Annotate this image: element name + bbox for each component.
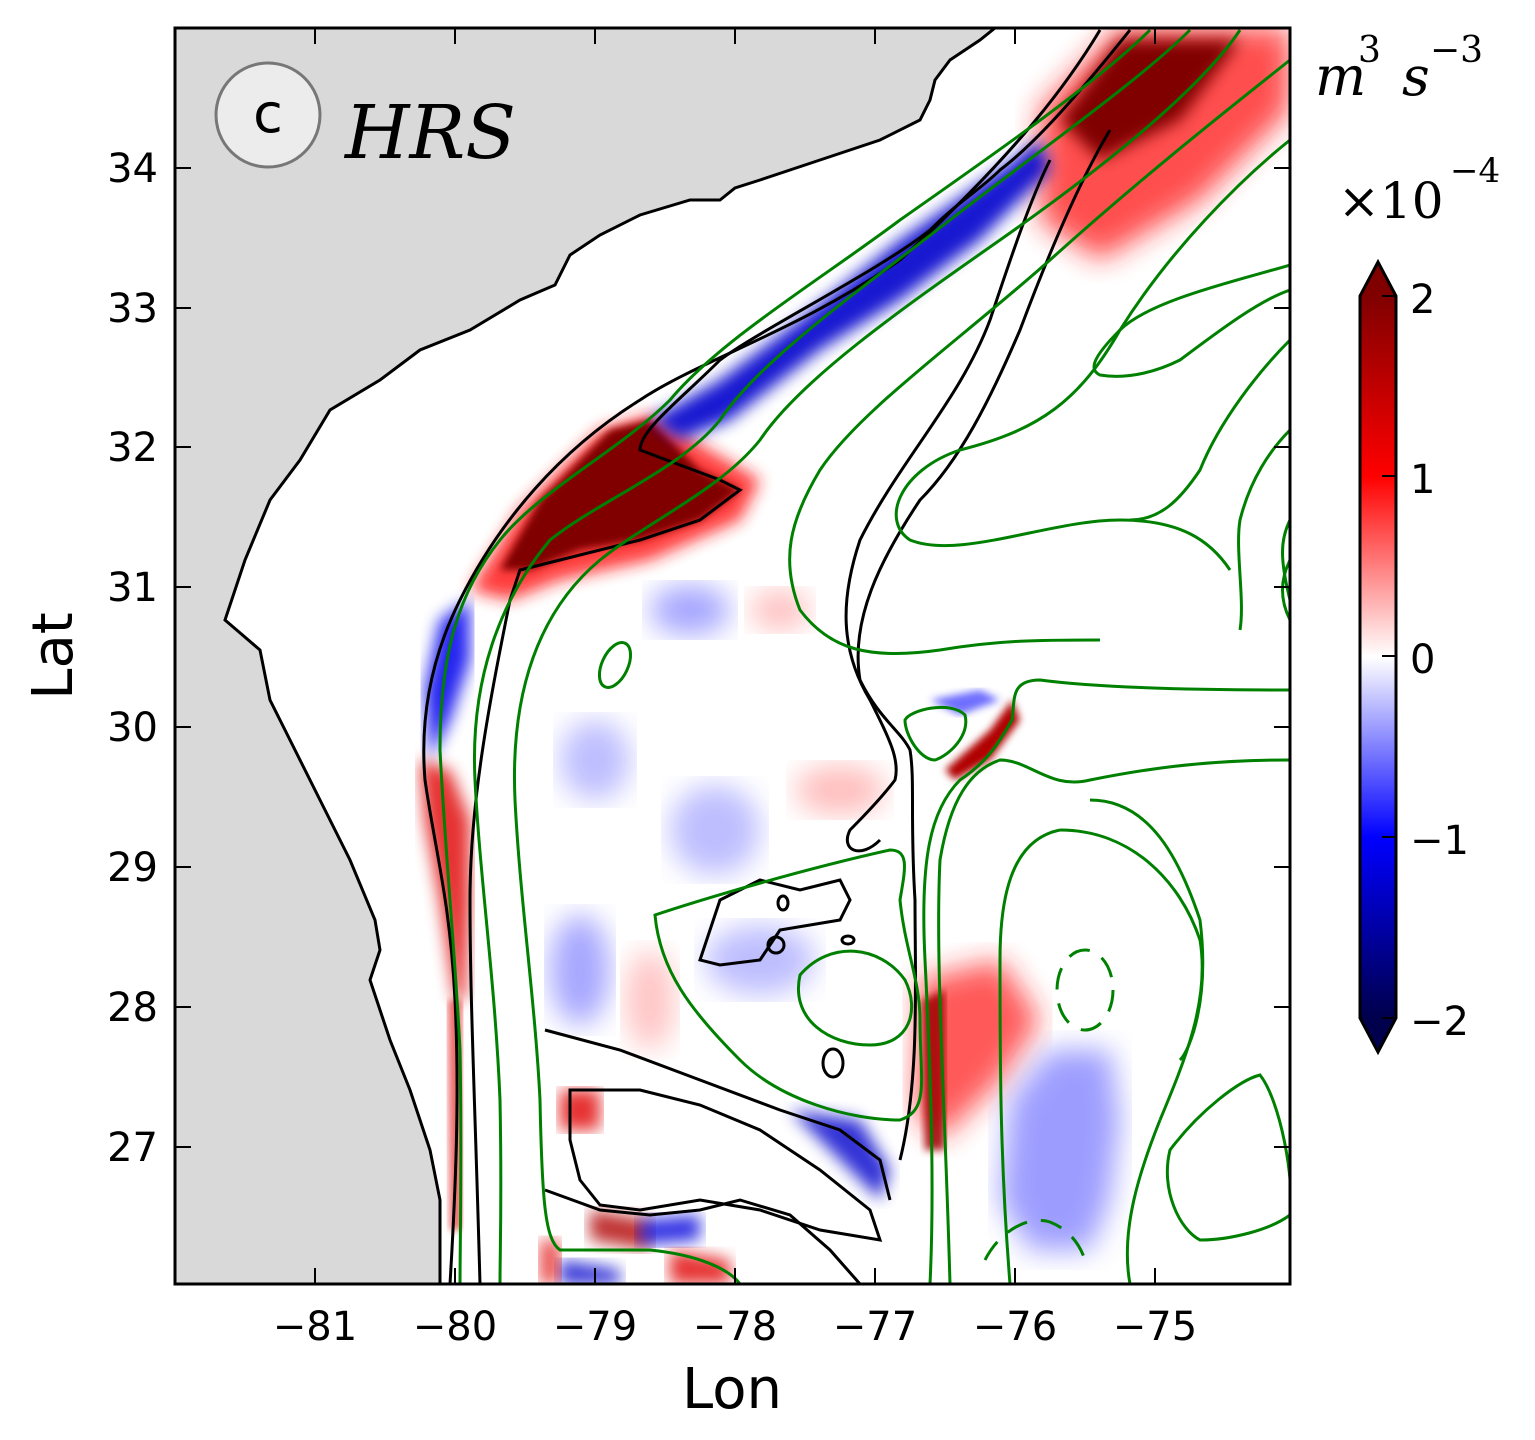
unit-s-exponent: −3	[1430, 30, 1483, 71]
x-tick-label: −75	[1113, 1304, 1197, 1350]
land-mass	[175, 28, 995, 1284]
colorbar-extend-max	[1360, 262, 1396, 296]
panel-badge-circle	[214, 61, 322, 169]
colorbar: 2 1 0 −1 −2	[1358, 258, 1469, 1056]
x-tick-label: −78	[693, 1304, 777, 1350]
y-tick-label: 29	[107, 845, 158, 891]
y-tick-label: 30	[107, 705, 158, 751]
y-tick-labels: 34 33 32 31 30 29 28 27	[107, 146, 158, 1171]
colorbar-tick-label: −2	[1410, 999, 1469, 1045]
x-axis-label: Lon	[682, 1357, 782, 1422]
x-tick-labels: −81 −80 −79 −78 −77 −76 −75	[273, 1304, 1197, 1350]
colorbar-tick-label: 2	[1410, 277, 1435, 323]
plot-frame	[173, 26, 1292, 1286]
y-tick-label: 34	[107, 146, 158, 192]
y-tick-label: 28	[107, 985, 158, 1031]
scale-base: ×10	[1338, 172, 1444, 230]
map-area	[175, 28, 1290, 1284]
y-tick-label: 32	[107, 425, 158, 471]
unit-s: s	[1402, 45, 1430, 108]
x-tick-label: −81	[273, 1304, 357, 1350]
x-tick-label: −80	[413, 1304, 497, 1350]
x-ticks	[314, 28, 1156, 1284]
colorbar-tick-label: −1	[1410, 818, 1469, 864]
colorbar-scale: ×10 −4	[1338, 151, 1500, 230]
y-tick-label: 27	[107, 1125, 158, 1171]
scale-exponent: −4	[1450, 151, 1500, 191]
y-axis-label: Lat	[21, 612, 86, 699]
x-tick-label: −79	[553, 1304, 637, 1350]
green-contours	[438, 28, 1290, 1284]
panel-letter: c	[253, 82, 283, 145]
colorbar-tick-label: 0	[1410, 637, 1435, 683]
panel-badge: c	[214, 61, 322, 169]
x-tick-label: −77	[833, 1304, 917, 1350]
colorbar-units: m 3 s −3	[1315, 30, 1483, 108]
y-ticks	[175, 167, 1290, 1148]
y-tick-label: 33	[107, 286, 158, 332]
unit-m: m	[1315, 45, 1366, 108]
unit-m-exponent: 3	[1358, 30, 1381, 71]
x-tick-label: −76	[973, 1304, 1057, 1350]
panel-title: HRS	[343, 90, 516, 176]
green-contours-dashed	[983, 948, 1115, 1261]
colorbar-extend-min	[1360, 1018, 1396, 1052]
colorbar-tick-label: 1	[1410, 457, 1435, 503]
y-tick-label: 31	[107, 565, 158, 611]
